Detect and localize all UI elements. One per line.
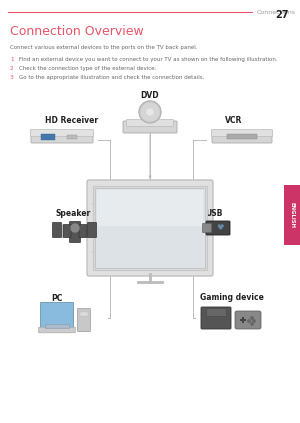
Text: ♥: ♥ (216, 223, 224, 233)
FancyBboxPatch shape (52, 222, 62, 237)
Text: 3: 3 (10, 75, 14, 80)
FancyBboxPatch shape (95, 188, 205, 268)
FancyBboxPatch shape (206, 308, 226, 316)
FancyBboxPatch shape (201, 307, 231, 329)
Circle shape (141, 103, 159, 121)
Text: Speaker: Speaker (56, 209, 91, 218)
Text: Connection Overview: Connection Overview (10, 25, 144, 38)
FancyBboxPatch shape (39, 327, 75, 333)
Text: Find an external device you want to connect to your TV as shown on the following: Find an external device you want to conn… (19, 57, 278, 62)
FancyBboxPatch shape (284, 185, 300, 245)
FancyBboxPatch shape (79, 225, 87, 237)
Text: HD Receiver: HD Receiver (45, 116, 98, 125)
Circle shape (147, 109, 153, 115)
Text: Connections: Connections (257, 10, 296, 15)
Text: Gaming device: Gaming device (200, 293, 264, 302)
FancyBboxPatch shape (88, 222, 97, 237)
Text: Connect various external devices to the ports on the TV back panel.: Connect various external devices to the … (10, 45, 197, 50)
Text: USB: USB (205, 209, 223, 218)
FancyBboxPatch shape (63, 225, 71, 237)
FancyBboxPatch shape (212, 131, 272, 143)
FancyBboxPatch shape (212, 129, 272, 137)
Circle shape (139, 101, 161, 123)
FancyBboxPatch shape (67, 135, 77, 139)
FancyBboxPatch shape (123, 121, 177, 133)
FancyBboxPatch shape (97, 190, 203, 226)
Text: PC: PC (51, 294, 63, 303)
Circle shape (251, 323, 253, 325)
Text: DVD: DVD (141, 91, 159, 100)
Circle shape (71, 224, 79, 232)
FancyBboxPatch shape (31, 129, 94, 137)
FancyBboxPatch shape (70, 222, 80, 242)
FancyBboxPatch shape (41, 134, 55, 140)
Text: 2: 2 (10, 66, 14, 71)
FancyBboxPatch shape (31, 131, 93, 143)
FancyBboxPatch shape (127, 120, 173, 126)
FancyBboxPatch shape (45, 324, 69, 328)
FancyBboxPatch shape (206, 221, 230, 235)
FancyBboxPatch shape (242, 317, 244, 323)
FancyBboxPatch shape (87, 180, 213, 276)
Text: 1: 1 (10, 57, 14, 62)
Text: 27: 27 (275, 10, 289, 20)
Text: Go to the appropriate illustration and check the connection details.: Go to the appropriate illustration and c… (19, 75, 204, 80)
FancyBboxPatch shape (235, 311, 261, 329)
FancyBboxPatch shape (240, 319, 246, 321)
FancyBboxPatch shape (227, 135, 257, 140)
FancyBboxPatch shape (40, 302, 74, 327)
Circle shape (248, 320, 250, 322)
FancyBboxPatch shape (80, 312, 88, 316)
FancyBboxPatch shape (202, 223, 211, 233)
Circle shape (253, 320, 255, 322)
Text: Check the connection type of the external device.: Check the connection type of the externa… (19, 66, 156, 71)
Circle shape (251, 317, 253, 319)
FancyBboxPatch shape (93, 186, 207, 270)
Text: ENGLISH: ENGLISH (290, 202, 295, 228)
FancyBboxPatch shape (77, 308, 91, 332)
Text: VCR: VCR (225, 116, 242, 125)
